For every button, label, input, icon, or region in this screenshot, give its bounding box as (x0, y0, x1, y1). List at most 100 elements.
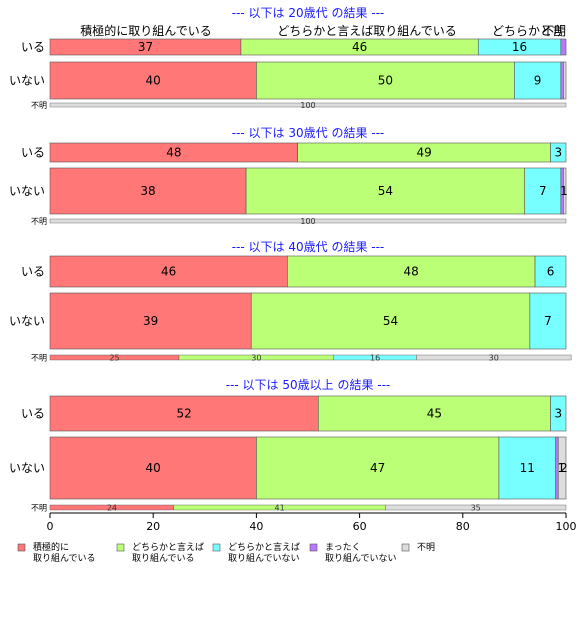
bar-segment-unknown (49, 218, 567, 224)
row-label: 不明 (31, 504, 47, 513)
data-label: 39 (143, 314, 158, 328)
bar-segment-somewhat_negative (534, 255, 567, 288)
data-label: 1 (557, 461, 565, 475)
row-label: いる (21, 265, 45, 279)
legend: 積極的に取り組んでいるどちらかと言えば取り組んでいるどちらかと言えば取り組んでい… (17, 541, 435, 564)
data-label: 1 (560, 184, 568, 198)
bar-segment-somewhat_negative (498, 436, 556, 500)
row-label: いる (21, 407, 45, 421)
tick-label: 80 (456, 520, 470, 533)
bar-segment-somewhat_positive (250, 292, 531, 350)
bar-segment-negative (560, 38, 567, 56)
bar-segment-positive (49, 436, 257, 500)
data-label: 3 (554, 146, 562, 160)
bar-segment-somewhat_negative (550, 142, 567, 163)
panel-title: --- 以下は 20歳代 の結果 --- (232, 6, 385, 20)
legend-label: 取り組んでいる (132, 552, 195, 564)
data-label: 41 (275, 504, 285, 513)
data-label: 100 (300, 217, 315, 226)
bar-segment-somewhat_positive (318, 395, 551, 432)
bar-row: 不明 100 (31, 217, 567, 226)
bar-segment-somewhat_positive (287, 255, 536, 288)
legend-label: 取り組んでいない (228, 552, 300, 564)
row-label: 不明 (31, 217, 47, 226)
bar-row: いる 48 49 3 (21, 142, 567, 163)
row-label: 不明 (31, 101, 47, 110)
row-label: 不明 (31, 354, 47, 363)
category-header: 積極的に取り組んでいる (80, 23, 211, 38)
bar-row: 不明 25 30 16 30 (31, 354, 572, 363)
bar-segment-positive (49, 167, 247, 215)
data-label: 30 (251, 354, 261, 363)
bar-segment-somewhat_positive (256, 61, 515, 100)
data-label: 40 (146, 74, 161, 88)
data-label: 50 (378, 74, 393, 88)
data-label: 38 (140, 184, 155, 198)
bar-row: いる 46 48 6 (21, 255, 567, 288)
bar-segment-unknown (563, 167, 567, 215)
bar-segment-unknown (557, 436, 567, 500)
bar-segment-somewhat_negative (550, 395, 567, 432)
bar-row: 不明 100 (31, 101, 567, 110)
bar-segment-somewhat_negative (529, 292, 567, 350)
legend-label: 積極的に (33, 541, 69, 553)
data-label: 100 (300, 101, 315, 110)
data-label: 45 (427, 407, 442, 421)
data-label: 46 (161, 265, 176, 279)
data-label: 49 (416, 146, 431, 160)
legend-label: 不明 (417, 542, 435, 553)
panel-title: --- 以下は 50歳以上 の結果 --- (226, 378, 391, 392)
data-label: 24 (107, 504, 117, 513)
tick-label: 0 (47, 520, 54, 533)
row-label: いない (9, 184, 45, 198)
panel-2: --- 以下は 30歳代 の結果 --- いる 48 49 3 いない 38 54 7 1 不明 10… (9, 126, 568, 226)
x-axis: 0 20 40 60 80 100 (47, 512, 577, 533)
legend-label: どちらかと言えば (228, 541, 300, 553)
bar-segment-positive (49, 255, 288, 288)
bar-segment-unknown (385, 504, 567, 511)
data-label: 2 (560, 461, 568, 475)
data-label: 52 (177, 407, 192, 421)
data-label: 7 (539, 184, 547, 198)
panel-title: --- 以下は 30歳代 の結果 --- (232, 126, 385, 140)
data-label: 46 (352, 40, 367, 54)
bar-row: 不明 24 41 35 (31, 504, 567, 513)
row-label: いない (9, 314, 45, 328)
bar-row: いない 40 50 9 (9, 61, 567, 100)
legend-swatch (309, 543, 318, 552)
data-label: 30 (489, 354, 499, 363)
bar-row: いない 38 54 7 1 (9, 167, 568, 215)
row-label: いる (21, 40, 45, 54)
bar-row: いない 40 47 11 12 (9, 436, 568, 500)
bar-segment-unknown (49, 102, 567, 108)
data-label: 11 (520, 461, 535, 475)
legend-swatch (401, 543, 410, 552)
data-label: 16 (512, 40, 527, 54)
bar-segment-unknown (416, 354, 572, 361)
legend-swatch (212, 543, 221, 552)
legend-swatch (17, 543, 26, 552)
data-label: 47 (370, 461, 385, 475)
data-label: 25 (109, 354, 119, 363)
row-label: いない (9, 74, 45, 88)
data-label: 9 (534, 74, 542, 88)
legend-label: 取り組んでいる (33, 552, 96, 564)
data-label: 6 (547, 265, 555, 279)
panel-3: --- 以下は 40歳代 の結果 --- いる 46 48 6 いない 39 54 7 不明 25 3… (9, 240, 572, 363)
category-header: どちらかと言えば取り組んでいる (277, 24, 456, 38)
bar-segment-unknown (563, 61, 567, 100)
data-label: 37 (138, 40, 153, 54)
legend-swatch (116, 543, 125, 552)
data-label: 35 (471, 504, 481, 513)
data-label: 40 (146, 461, 161, 475)
bar-segment-positive (49, 292, 252, 350)
legend-label: 取り組んでいない (325, 552, 397, 564)
legend-item-positive: 積極的に取り組んでいる (17, 541, 96, 564)
category-header: どちらかと言 (492, 24, 564, 38)
legend-item-unknown: 不明 (401, 542, 435, 553)
data-label: 7 (544, 314, 552, 328)
